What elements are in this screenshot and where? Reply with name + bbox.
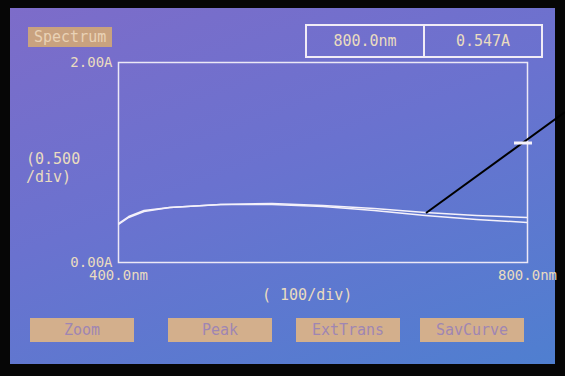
html-text:800.0nm: 800.0nm xyxy=(333,32,397,50)
svg-text:0.00A: 0.00A xyxy=(70,254,113,270)
html-text:Peak: Peak xyxy=(201,321,239,339)
svg-text:2.00A: 2.00A xyxy=(70,54,113,70)
html-text:( 100/div): ( 100/div) xyxy=(262,286,353,304)
html-text:SavCurve: SavCurve xyxy=(435,321,509,339)
html-text:Spectrum: Spectrum xyxy=(34,28,107,46)
html-text:ExtTrans: ExtTrans xyxy=(311,321,385,339)
svg-text:400.0nm: 400.0nm xyxy=(89,267,148,284)
svg-text:800.0nm: 800.0nm xyxy=(498,267,557,283)
html-text:0.547A: 0.547A xyxy=(455,32,511,50)
html-text:Zoom: Zoom xyxy=(63,321,101,339)
html-text:(0.500 /div): (0.500 /div) xyxy=(26,150,81,186)
